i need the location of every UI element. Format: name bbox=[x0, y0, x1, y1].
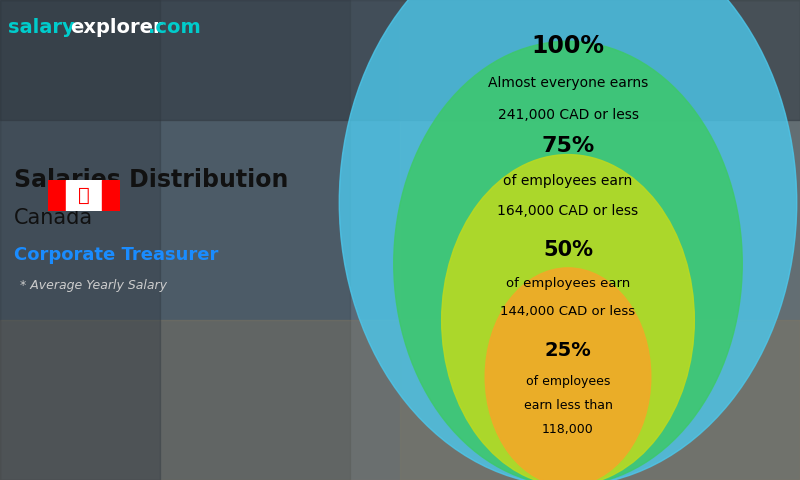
Text: salary: salary bbox=[8, 18, 74, 37]
Text: earn less than: earn less than bbox=[523, 398, 613, 412]
Text: 164,000 CAD or less: 164,000 CAD or less bbox=[498, 204, 638, 218]
Text: 50%: 50% bbox=[543, 240, 593, 261]
Ellipse shape bbox=[442, 155, 694, 480]
Bar bbox=[66, 180, 102, 211]
Bar bbox=[0, 0, 800, 120]
Text: Salaries Distribution: Salaries Distribution bbox=[14, 168, 288, 192]
Bar bbox=[0, 320, 800, 480]
Text: explorer: explorer bbox=[70, 18, 162, 37]
Text: 118,000: 118,000 bbox=[542, 422, 594, 435]
Text: of employees: of employees bbox=[526, 375, 610, 388]
Text: 25%: 25% bbox=[545, 341, 591, 360]
Text: 🍁: 🍁 bbox=[78, 186, 90, 205]
Text: Almost everyone earns: Almost everyone earns bbox=[488, 76, 648, 90]
Text: Canada: Canada bbox=[14, 208, 93, 228]
Text: .com: .com bbox=[148, 18, 201, 37]
Ellipse shape bbox=[339, 0, 797, 480]
Ellipse shape bbox=[394, 41, 742, 480]
Text: 144,000 CAD or less: 144,000 CAD or less bbox=[501, 305, 635, 318]
Text: 100%: 100% bbox=[531, 34, 605, 58]
Ellipse shape bbox=[486, 268, 650, 480]
Text: 241,000 CAD or less: 241,000 CAD or less bbox=[498, 108, 638, 122]
Text: 75%: 75% bbox=[542, 136, 594, 156]
Text: of employees earn: of employees earn bbox=[503, 174, 633, 188]
Bar bbox=[400, 0, 800, 480]
Text: of employees earn: of employees earn bbox=[506, 276, 630, 289]
Bar bbox=[102, 180, 120, 211]
Bar bbox=[48, 180, 66, 211]
Text: Corporate Treasurer: Corporate Treasurer bbox=[14, 246, 218, 264]
Bar bbox=[0, 0, 350, 480]
Bar bbox=[0, 0, 160, 480]
Text: * Average Yearly Salary: * Average Yearly Salary bbox=[20, 278, 167, 291]
